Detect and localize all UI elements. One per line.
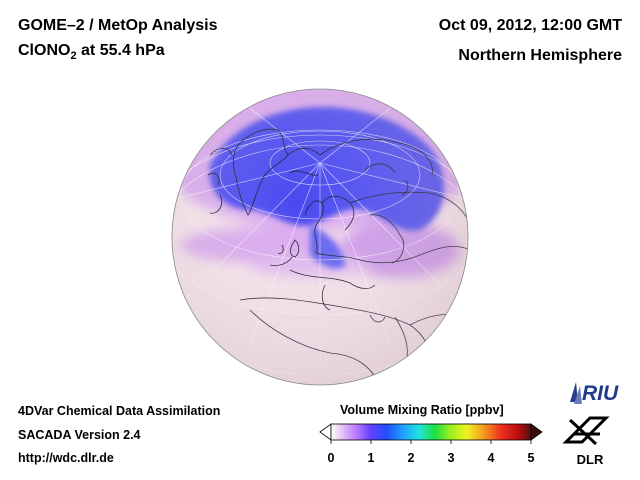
footer-url[interactable]: http://wdc.dlr.de	[18, 451, 114, 465]
colorbar-min-arrow	[319, 423, 332, 441]
globe-map	[171, 88, 469, 386]
colorbar-tick-marks	[330, 440, 532, 444]
dlr-logo: DLR	[562, 416, 610, 467]
colorbar-tick-label: 4	[488, 451, 495, 465]
colorbar-gradient	[330, 423, 532, 441]
pressure-level: at 55.4 hPa	[81, 42, 165, 59]
colorbar-tick-label: 5	[528, 451, 535, 465]
footer-version: SACADA Version 2.4	[18, 428, 141, 442]
species-level-title: ClONO2 at 55.4 hPa	[18, 42, 165, 62]
dlr-logo-text: DLR	[577, 452, 604, 467]
colorbar-tick-label: 0	[328, 451, 335, 465]
species-name: ClONO	[18, 42, 71, 59]
globe-shading	[172, 89, 468, 385]
colorbar-title: Volume Mixing Ratio [ppbv]	[340, 403, 504, 417]
globe-outline	[171, 88, 469, 386]
dlr-emblem-icon	[562, 416, 610, 446]
colorbar-tick-label: 3	[448, 451, 455, 465]
region-label: Northern Hemisphere	[458, 47, 622, 64]
colorbar-max-arrow	[530, 423, 543, 441]
datetime-label: Oct 09, 2012, 12:00 GMT	[438, 17, 622, 34]
colorbar: 0 1 2 3 4 5	[319, 423, 543, 465]
colorbar-tick-label: 1	[368, 451, 375, 465]
product-title: GOME–2 / MetOp Analysis	[18, 17, 218, 34]
footer-method: 4DVar Chemical Data Assimilation	[18, 404, 221, 418]
riu-logo-text: RIU	[582, 382, 619, 405]
species-subscript: 2	[70, 50, 77, 62]
colorbar-tick-label: 2	[408, 451, 415, 465]
riu-logo: RIU	[570, 382, 619, 405]
colorbar-tick-labels: 0 1 2 3 4 5	[328, 451, 535, 465]
